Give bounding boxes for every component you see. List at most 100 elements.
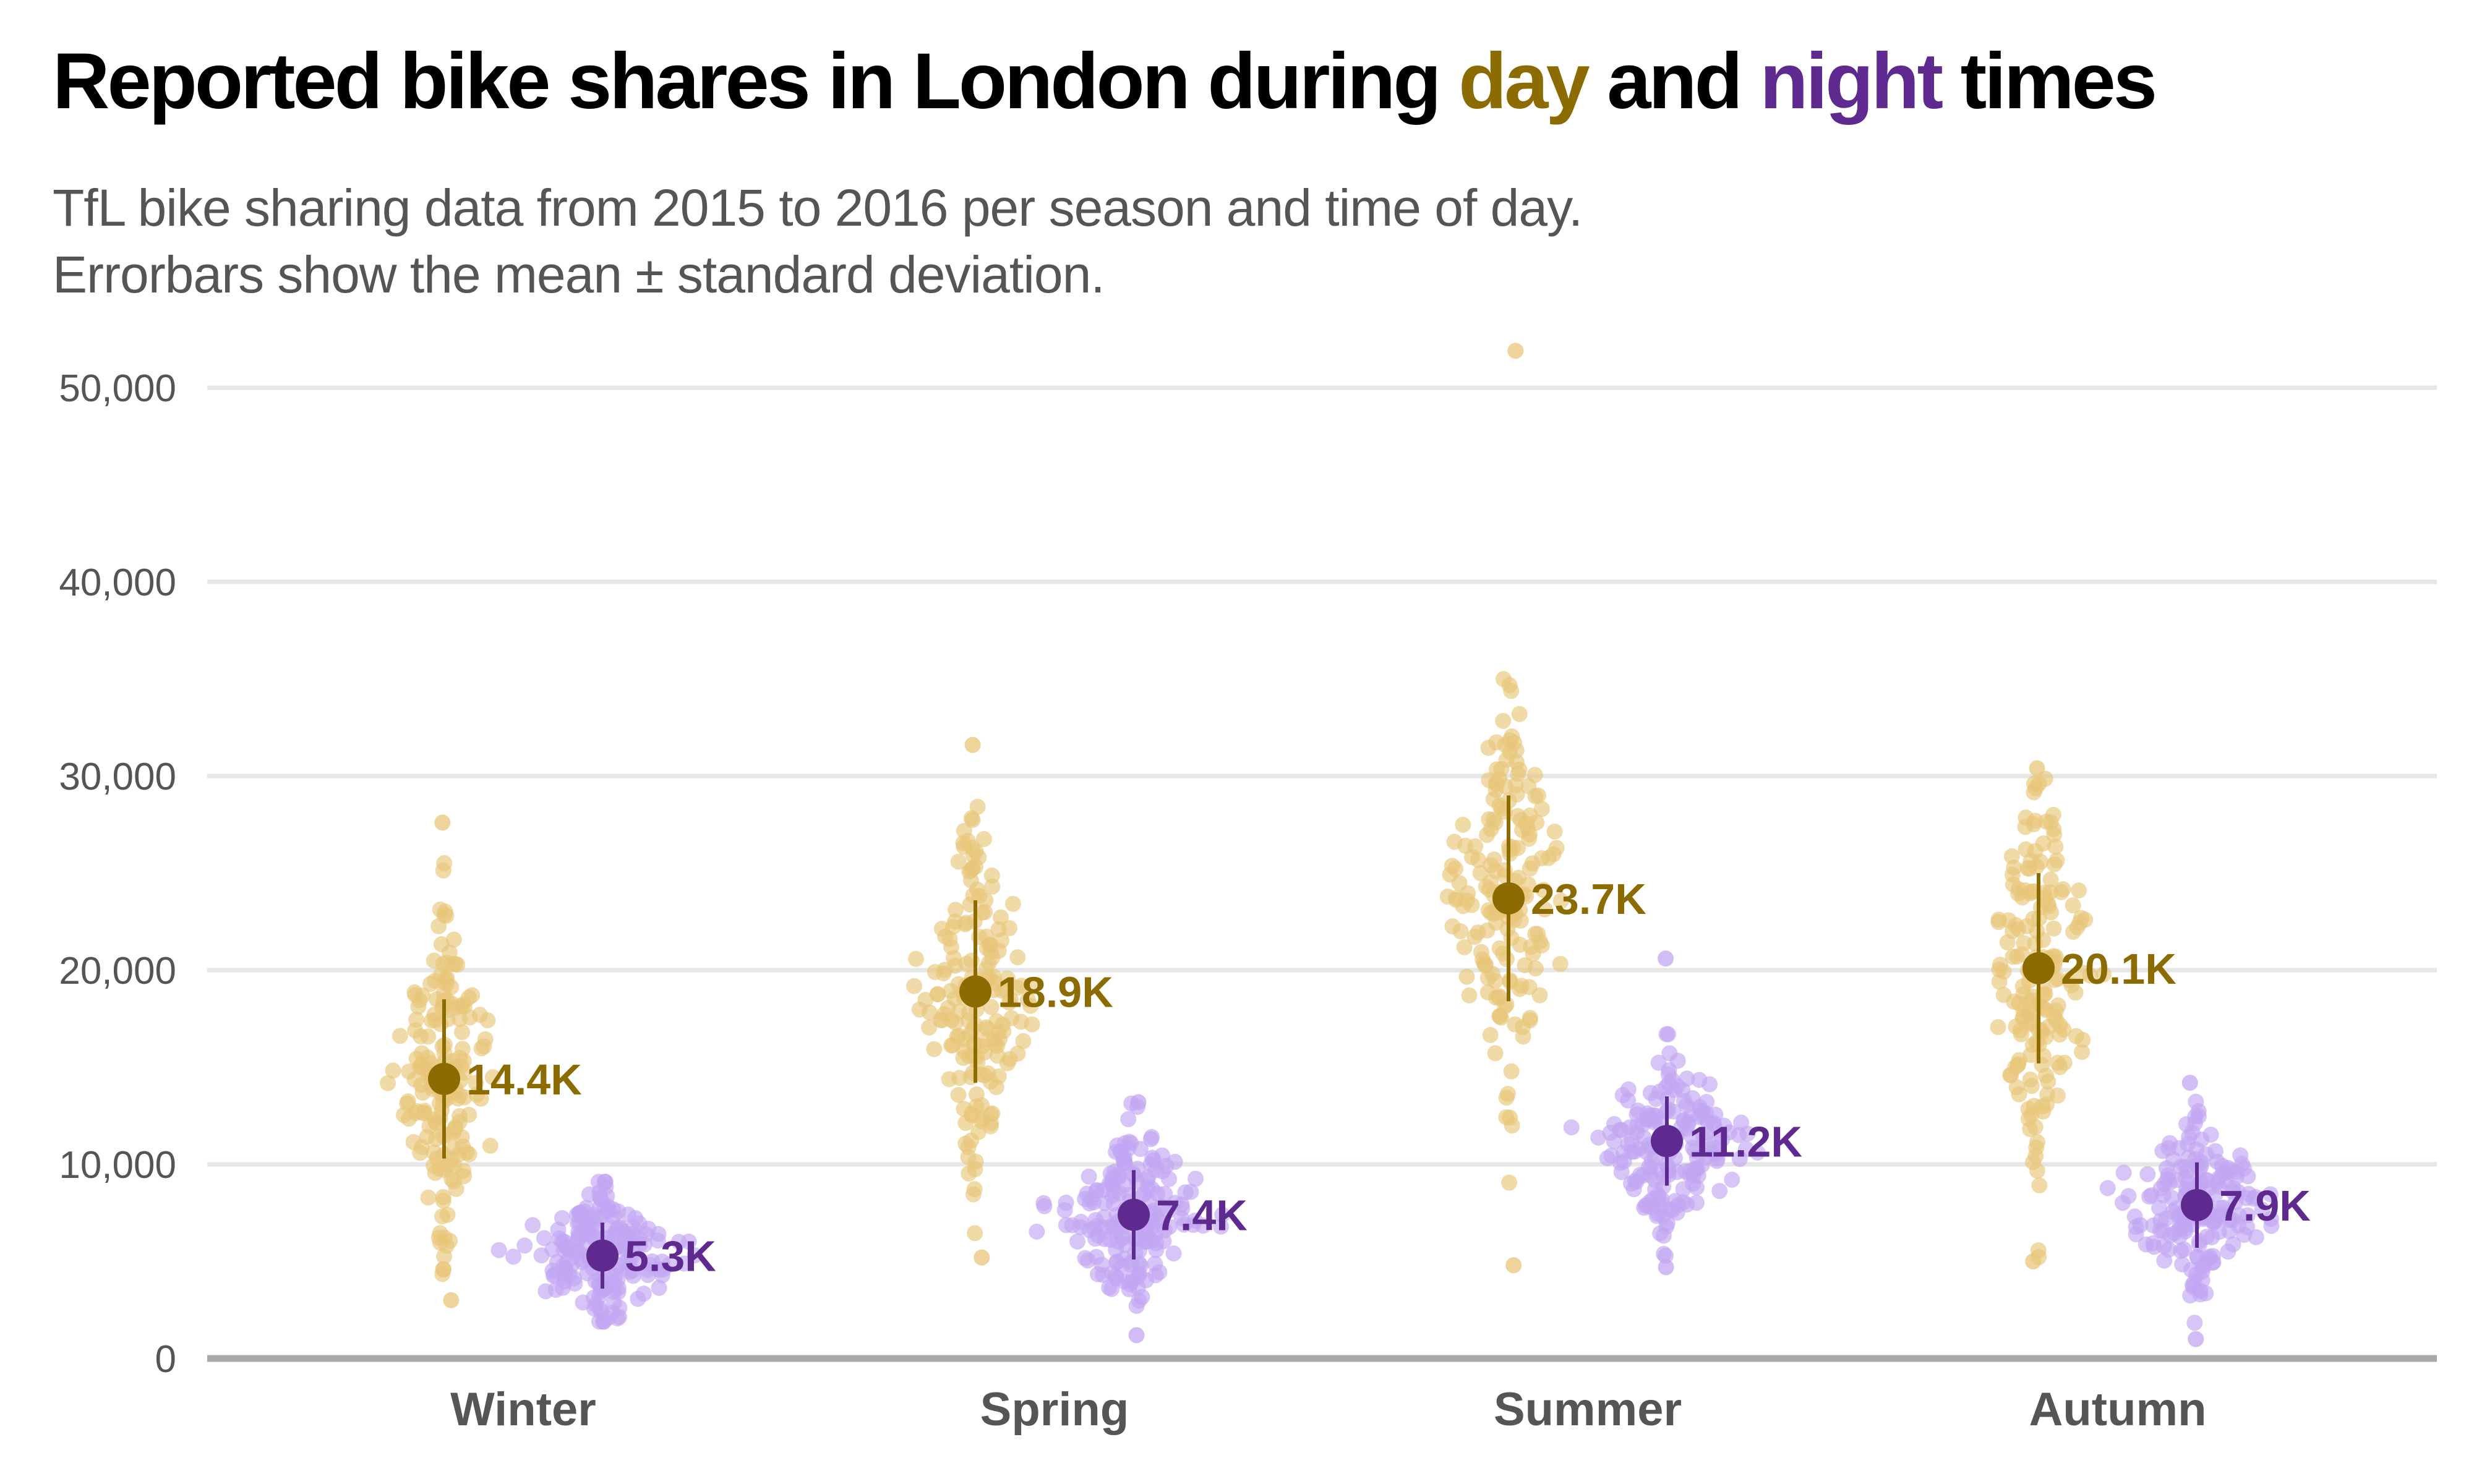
data-point: [482, 1138, 499, 1154]
data-point: [2190, 1108, 2207, 1125]
data-point: [2240, 1168, 2256, 1185]
data-point: [980, 955, 997, 971]
data-point: [951, 1003, 967, 1020]
data-point: [1154, 1198, 1170, 1215]
data-point: [443, 1171, 460, 1187]
data-point: [473, 1090, 489, 1107]
data-point: [1711, 1183, 1728, 1200]
data-point: [1447, 860, 1464, 877]
data-point: [975, 831, 992, 848]
data-point: [1155, 1233, 1172, 1250]
data-point: [2065, 897, 2081, 914]
y-tick-label: 30,000: [59, 756, 176, 798]
data-point: [1614, 1087, 1631, 1104]
data-point: [453, 998, 469, 1015]
data-point: [963, 810, 980, 827]
data-point: [1188, 1171, 1204, 1187]
point-cloud-night-autumn: [2099, 1075, 2280, 1347]
data-point: [627, 1210, 644, 1227]
data-point: [1650, 1054, 1667, 1071]
data-point-extreme: [964, 736, 981, 753]
data-point: [2186, 1315, 2203, 1331]
data-point: [1498, 951, 1515, 968]
data-point: [2254, 1201, 2271, 1218]
data-point: [2052, 1026, 2068, 1043]
data-point: [1749, 1145, 1766, 1161]
data-point: [941, 1071, 957, 1088]
data-point: [1536, 901, 1553, 918]
data-point: [468, 1075, 484, 1091]
data-point: [447, 1119, 464, 1135]
mean-label-night-autumn: 7.9K: [2219, 1182, 2311, 1230]
data-point: [1645, 1190, 1661, 1207]
data-point: [1625, 1181, 1642, 1198]
data-point: [2022, 1121, 2039, 1138]
x-category-label-summer: Summer: [1494, 1383, 1682, 1436]
data-point: [2018, 809, 2034, 826]
data-point: [977, 1044, 993, 1060]
data-point: [544, 1262, 561, 1279]
data-point: [2039, 1096, 2055, 1113]
data-point: [1029, 1223, 1045, 1240]
data-point: [1527, 960, 1544, 977]
data-point: [454, 1041, 471, 1057]
data-point: [1503, 683, 1520, 699]
data-point: [1688, 1160, 1705, 1177]
data-point: [1669, 1164, 1685, 1180]
data-point: [2063, 977, 2080, 994]
data-point: [1102, 1231, 1119, 1248]
data-point: [2263, 1217, 2280, 1234]
data-point: [490, 1242, 507, 1258]
data-point: [1087, 1230, 1103, 1247]
data-point: [1660, 1026, 1677, 1043]
mean-point-day-summer: [1492, 882, 1525, 915]
data-point: [2047, 838, 2064, 855]
data-point: [406, 984, 423, 1000]
data-point: [516, 1237, 533, 1254]
data-point: [392, 1028, 408, 1044]
data-point: [935, 965, 952, 982]
data-point: [1590, 1129, 1607, 1146]
data-point: [2005, 876, 2021, 893]
data-point: [1511, 706, 1528, 722]
data-point: [2046, 856, 2063, 872]
data-point: [1487, 973, 1504, 989]
data-point: [1487, 775, 1504, 791]
data-point: [2022, 1016, 2039, 1033]
data-point: [2045, 920, 2062, 937]
data-point: [2023, 1106, 2040, 1123]
data-point: [2164, 1190, 2180, 1206]
data-point: [461, 1106, 477, 1123]
data-point: [557, 1260, 573, 1276]
data-point: [2262, 1186, 2279, 1203]
data-point: [907, 950, 924, 967]
data-point: [2160, 1241, 2177, 1258]
data-point: [983, 867, 1000, 884]
data-point: [2027, 935, 2044, 952]
data-point: [1646, 1114, 1663, 1131]
data-point-extreme: [2188, 1331, 2204, 1347]
data-point: [1648, 1091, 1664, 1107]
data-point: [2035, 835, 2052, 852]
data-point: [1731, 1151, 1748, 1167]
data-point: [967, 1225, 983, 1242]
data-point: [570, 1215, 586, 1232]
data-point: [1629, 1124, 1645, 1141]
x-category-label-winter: Winter: [450, 1383, 596, 1436]
data-point: [1455, 816, 1471, 833]
data-point: [1480, 740, 1497, 756]
data-point: [1439, 889, 1456, 905]
data-point: [1510, 765, 1526, 782]
data-point: [1458, 968, 1475, 985]
mean-label-night-spring: 7.4K: [1156, 1192, 1248, 1240]
data-point: [2185, 1279, 2201, 1295]
data-point: [1472, 864, 1489, 881]
data-point: [917, 992, 934, 1009]
data-point: [957, 915, 974, 931]
data-point: [941, 931, 958, 947]
data-point: [2183, 1261, 2199, 1278]
data-point: [1001, 1051, 1018, 1067]
data-point: [2175, 1217, 2192, 1234]
y-tick-label: 50,000: [59, 367, 176, 410]
data-point: [617, 1240, 634, 1256]
